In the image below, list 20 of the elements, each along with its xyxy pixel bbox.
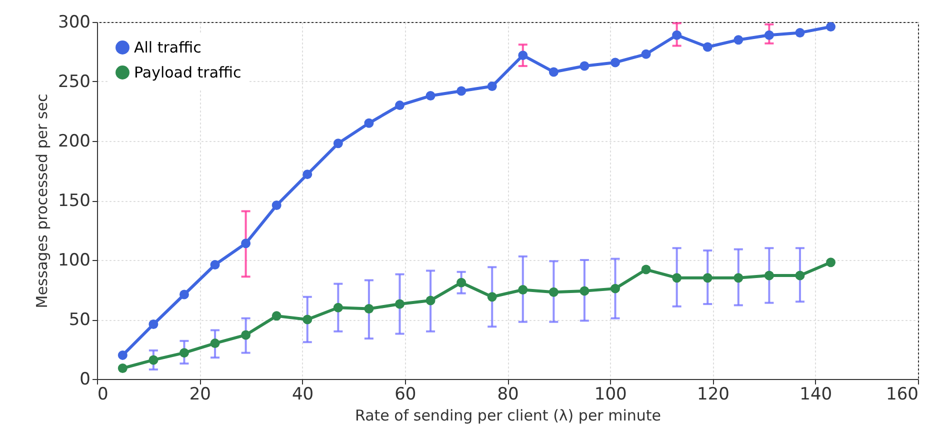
y-tick-label: 150: [58, 191, 90, 211]
x-tick-label: 20: [189, 384, 211, 404]
x-tick-label: 100: [594, 384, 627, 404]
x-tick-label: 80: [497, 384, 519, 404]
y-tick-label: 100: [58, 250, 90, 270]
x-tick-label: 140: [800, 384, 832, 404]
y-tick-label: 0: [80, 370, 90, 390]
x-tick-label: 60: [394, 384, 416, 404]
y-axis-title: Messages processed per sec: [33, 94, 52, 308]
legend-label: Payload traffic: [134, 64, 242, 82]
legend-label: All traffic: [134, 38, 202, 56]
x-tick-label: 120: [697, 384, 730, 404]
y-tick-label: 50: [68, 310, 90, 330]
x-tick-label: 0: [98, 384, 108, 404]
x-tick-label: 160: [886, 384, 918, 404]
y-tick-label: 300: [58, 12, 90, 32]
x-tick-label: 40: [292, 384, 314, 404]
x-axis-title: Rate of sending per client (λ) per minute: [354, 406, 662, 424]
y-tick-label: 250: [58, 72, 90, 92]
y-tick-label: 200: [58, 132, 90, 152]
